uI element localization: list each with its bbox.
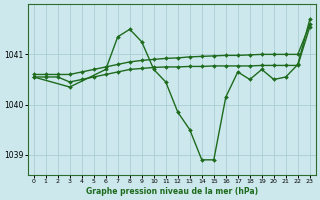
X-axis label: Graphe pression niveau de la mer (hPa): Graphe pression niveau de la mer (hPa) bbox=[86, 187, 258, 196]
